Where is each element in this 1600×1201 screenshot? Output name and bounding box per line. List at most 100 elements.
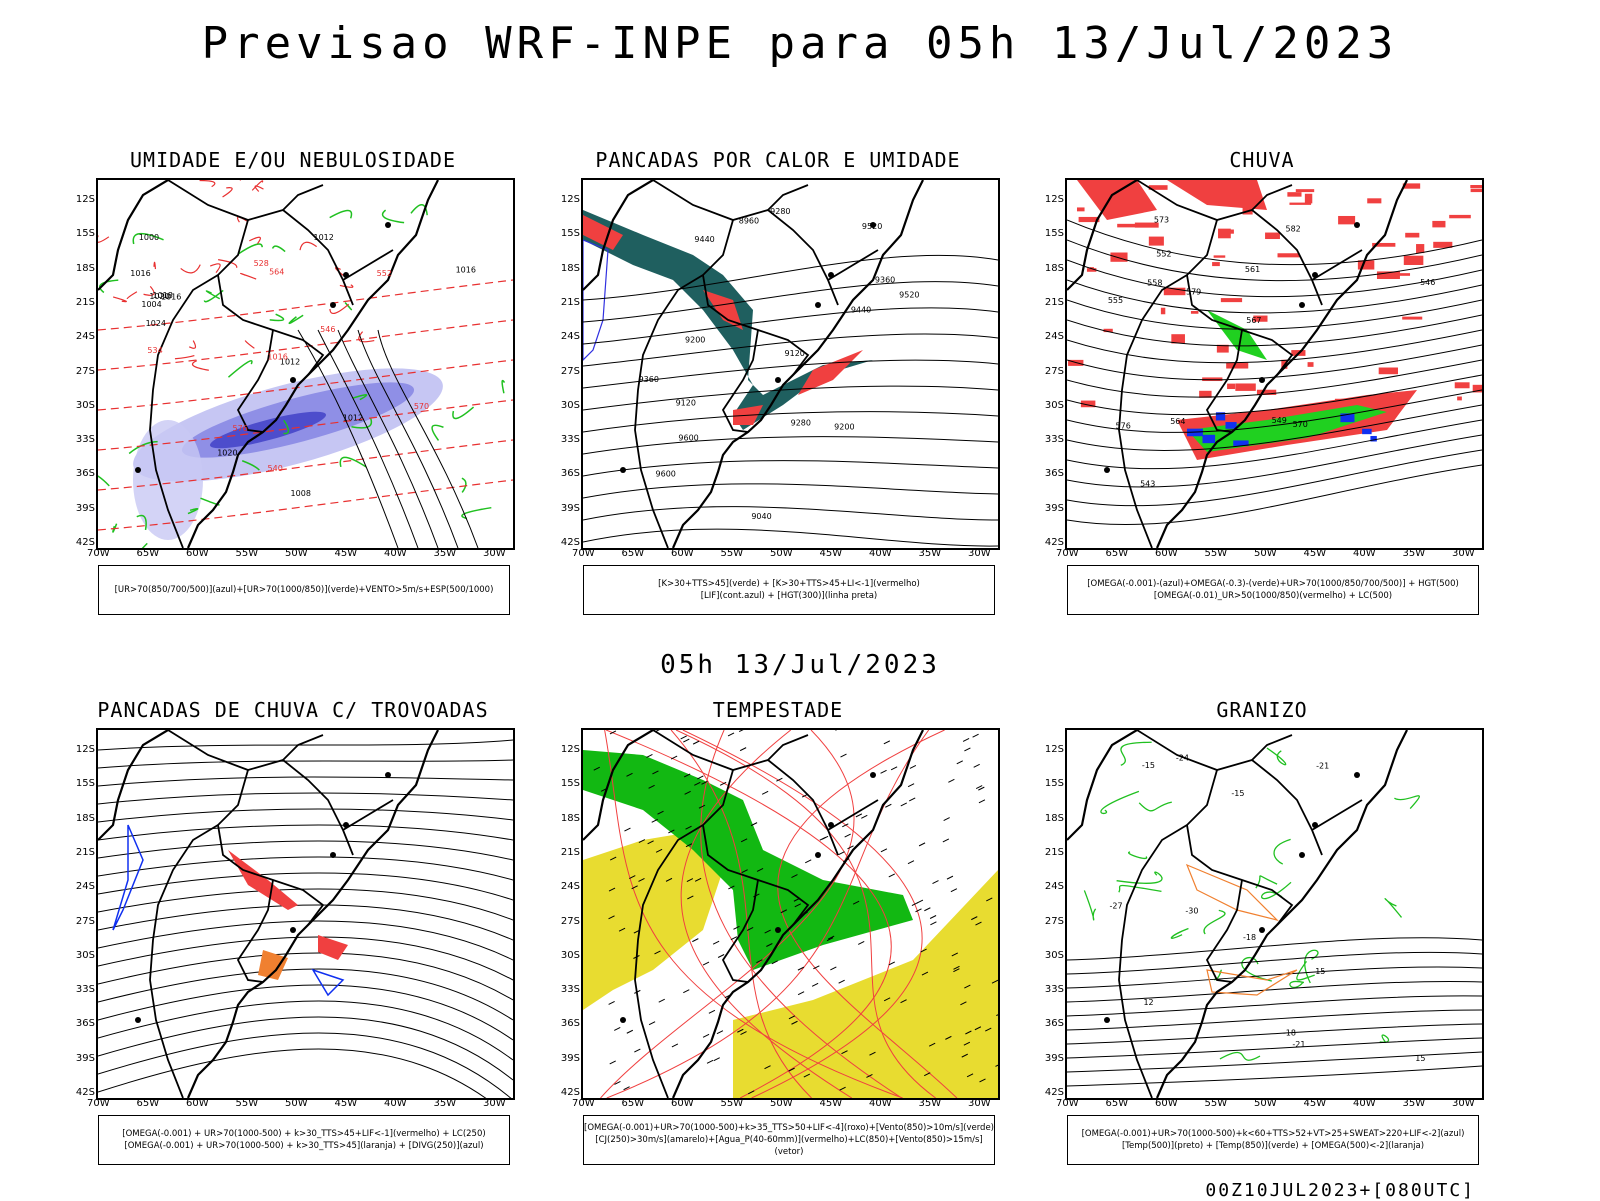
lon-tick-label: 45W — [1304, 1098, 1327, 1109]
coastline-borders — [1067, 730, 1407, 1098]
contour-label: 9120 — [785, 349, 805, 358]
lat-tick-label: 33S — [73, 984, 95, 995]
lat-tick-label: 36S — [73, 1018, 95, 1029]
lon-tick-label: 40W — [1353, 548, 1376, 559]
lon-tick-label: 40W — [384, 1098, 407, 1109]
contour-label: 9360 — [639, 375, 659, 384]
lon-tick-label: 35W — [434, 1098, 457, 1109]
lon-tick-label: 50W — [285, 1098, 308, 1109]
lon-tick-label: 70W — [572, 1098, 595, 1109]
contour-label: -18 — [1283, 1029, 1296, 1038]
map-canvas — [98, 730, 513, 1098]
legend-line: [Temp(500)](preto) + [Temp(850)](verde) … — [1068, 1140, 1478, 1152]
contour-labels: 5825795765735705675645615585555525495465… — [1108, 216, 1436, 489]
contour-label: 9440 — [694, 235, 714, 244]
contour-label: 12 — [1143, 998, 1153, 1007]
contour-label: 570 — [1293, 420, 1308, 429]
lat-tick-label: 27S — [1042, 366, 1064, 377]
lon-tick-label: 55W — [1205, 1098, 1228, 1109]
lat-tick-label: 21S — [73, 297, 95, 308]
lon-tick-label: 30W — [1452, 1098, 1475, 1109]
contour-label: 552 — [1156, 249, 1171, 258]
contour-label: 552 — [377, 269, 392, 278]
lat-tick-label: 30S — [1042, 950, 1064, 961]
contour-label: 528 — [254, 259, 269, 268]
contour-label: 543 — [1140, 480, 1155, 489]
lat-tick-label: 12S — [1042, 194, 1064, 205]
lat-tick-label: 36S — [558, 468, 580, 479]
lat-tick-label: 15S — [1042, 228, 1064, 239]
contour-label: 555 — [1108, 296, 1123, 305]
lon-tick-label: 55W — [236, 548, 259, 559]
lat-tick-label: 24S — [1042, 331, 1064, 342]
lat-tick-label: 21S — [558, 847, 580, 858]
panel-title: PANCADAS POR CALOR E UMIDADE — [558, 148, 998, 172]
lon-tick-label: 40W — [384, 548, 407, 559]
lon-tick-label: 55W — [721, 548, 744, 559]
lat-tick-label: 33S — [73, 434, 95, 445]
contour-label: -24 — [1176, 754, 1189, 763]
rain-fill — [1067, 180, 1482, 525]
contour-label: -15 — [1231, 789, 1244, 798]
lon-tick-label: 45W — [820, 548, 843, 559]
lon-tick-label: 65W — [1106, 548, 1129, 559]
map-tempestade — [581, 728, 1000, 1100]
contour-label: 9040 — [751, 512, 771, 521]
panel-title: CHUVA — [1042, 148, 1482, 172]
contour-label: 9360 — [875, 276, 895, 285]
lat-tick-label: 18S — [73, 263, 95, 274]
lon-tick-label: 65W — [137, 1098, 160, 1109]
lon-tick-label: 70W — [87, 1098, 110, 1109]
lat-tick-label: 12S — [1042, 744, 1064, 755]
contour-label: -21 — [1316, 761, 1329, 770]
lat-tick-label: 21S — [1042, 847, 1064, 858]
lon-tick-label: 55W — [236, 1098, 259, 1109]
tempest-fill — [583, 730, 998, 1098]
contour-label: 9600 — [678, 434, 698, 443]
contour-label: 561 — [1245, 265, 1260, 274]
contour-label: 576 — [1116, 422, 1131, 431]
legend-box: [OMEGA(-0.001) + UR>70(1000-500) + k>30_… — [98, 1115, 510, 1165]
main-title: Previsao WRF-INPE para 05h 13/Jul/2023 — [0, 18, 1600, 69]
lon-tick-label: 60W — [186, 1098, 209, 1109]
storm-fill — [98, 740, 513, 1098]
lat-tick-label: 30S — [1042, 400, 1064, 411]
map-trovoadas — [96, 728, 515, 1100]
legend-line: [K>30+TTS>45](verde) + [K>30+TTS>45+LI<-… — [584, 578, 994, 590]
contour-label: 558 — [1147, 279, 1162, 288]
legend-line: [OMEGA(-0.01)_UR>50(1000/850)(vermelho) … — [1068, 590, 1478, 602]
legend-box: [K>30+TTS>45](verde) + [K>30+TTS>45+LI<-… — [583, 565, 995, 615]
contour-label: 1000 — [139, 233, 159, 242]
lon-tick-label: 40W — [869, 1098, 892, 1109]
lat-tick-label: 15S — [1042, 778, 1064, 789]
panel-title: TEMPESTADE — [558, 698, 998, 722]
contour-label: -18 — [1243, 933, 1256, 942]
contour-label: 9200 — [685, 336, 705, 345]
contour-label: 9600 — [656, 470, 676, 479]
lat-tick-label: 39S — [73, 503, 95, 514]
lat-tick-label: 24S — [73, 881, 95, 892]
legend-box: [OMEGA(-0.001)-(azul)+OMEGA(-0.3)-(verde… — [1067, 565, 1479, 615]
panel-title: GRANIZO — [1042, 698, 1482, 722]
lon-tick-label: 50W — [285, 548, 308, 559]
legend-box: [OMEGA(-0.001)+UR>70(1000-500)+k<60+TTS>… — [1067, 1115, 1479, 1165]
lon-tick-label: 45W — [335, 1098, 358, 1109]
lat-tick-label: 24S — [73, 331, 95, 342]
contour-label: 1016 — [456, 266, 476, 275]
lon-tick-label: 30W — [483, 548, 506, 559]
contour-label: 1020 — [149, 292, 169, 301]
contour-label: 9200 — [834, 422, 854, 431]
map-canvas: 9600952094409360928092009120960095209440… — [583, 180, 998, 548]
lon-tick-label: 65W — [137, 548, 160, 559]
lon-tick-label: 70W — [1056, 548, 1079, 559]
lat-tick-label: 42S — [73, 537, 95, 548]
lon-tick-label: 60W — [1155, 1098, 1178, 1109]
contour-label: 15 — [1415, 1054, 1425, 1063]
legend-line: [CJ(250)>30m/s](amarelo)+[Agua_P(40-60mm… — [584, 1134, 994, 1158]
lat-tick-label: 42S — [1042, 1087, 1064, 1098]
